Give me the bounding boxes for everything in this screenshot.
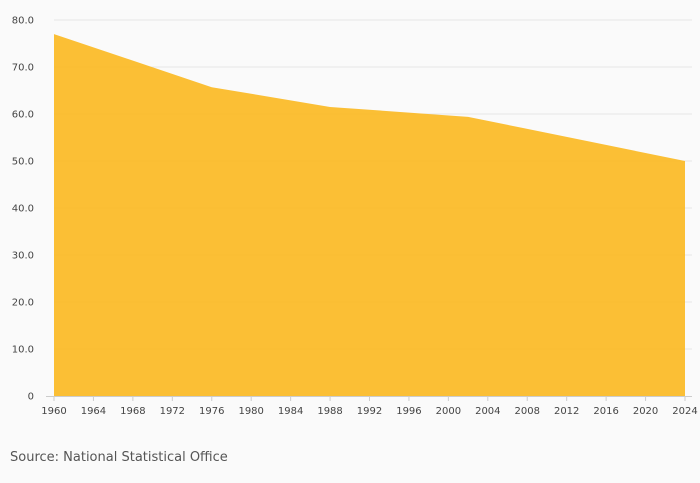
x-axis	[46, 396, 692, 401]
area-fill	[54, 34, 685, 396]
x-tick-label: 2008	[515, 406, 540, 417]
y-tick-label: 80.0	[12, 16, 34, 27]
source-note: Source: National Statistical Office	[10, 450, 228, 465]
x-tick-label: 1992	[357, 406, 382, 417]
y-tick-label: 0	[28, 392, 34, 403]
x-tick-label: 2012	[554, 406, 579, 417]
x-tick-label: 2020	[633, 406, 658, 417]
series-area	[53, 34, 686, 396]
x-tick-label: 1964	[81, 406, 106, 417]
y-axis-tick-labels: 0 10.0 20.0 30.0 40.0 50.0 60.0 70.0 80.0	[12, 16, 34, 403]
y-tick-label: 20.0	[12, 298, 34, 309]
x-tick-label: 1968	[120, 406, 145, 417]
y-tick-label: 60.0	[12, 110, 34, 121]
x-tick-label: 2024	[672, 406, 697, 417]
x-tick-label: 2016	[593, 406, 618, 417]
y-tick-label: 70.0	[12, 63, 34, 74]
y-tick-label: 40.0	[12, 204, 34, 215]
x-tick-label: 1976	[199, 406, 224, 417]
x-tick-label: 1960	[41, 406, 66, 417]
x-tick-label: 1984	[278, 406, 303, 417]
x-tick-label: 1972	[160, 406, 185, 417]
x-tick-label: 1980	[238, 406, 263, 417]
x-tick-label: 2000	[436, 406, 461, 417]
y-tick-label: 50.0	[12, 157, 34, 168]
x-tick-label: 1996	[396, 406, 421, 417]
chart-area: 0 10.0 20.0 30.0 40.0 50.0 60.0 70.0 80.0 1960 19…	[12, 16, 698, 418]
area-chart: 010.020.030.040.050.060.070.080.0 1960 19…	[12, 16, 698, 418]
x-tick-label: 2004	[475, 406, 500, 417]
y-tick-label: 10.0	[12, 345, 34, 356]
x-axis-tick-labels: 1960 1964 1968 1972 1976 1980 1984 1988 1992 1996…	[41, 406, 697, 417]
y-tick-label: 30.0	[12, 251, 34, 262]
x-tick-label: 1988	[317, 406, 342, 417]
